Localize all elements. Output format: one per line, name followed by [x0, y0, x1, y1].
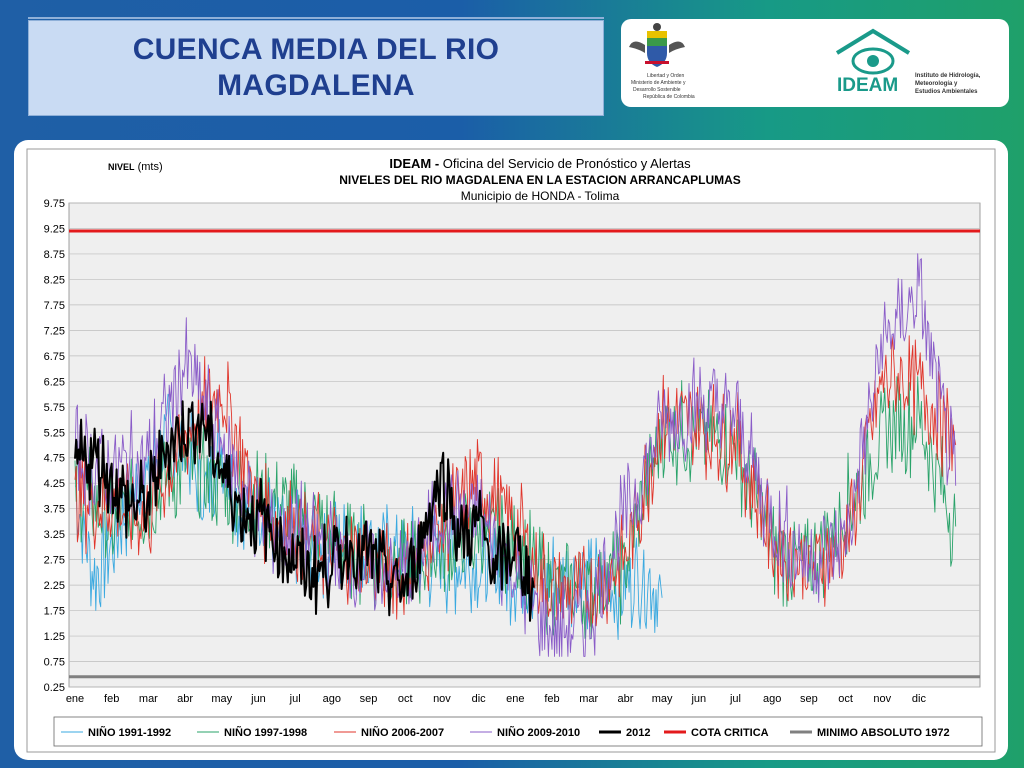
series-line-y2012 [74, 400, 535, 622]
legend-label-nino_1997: NIÑO 1997-1998 [224, 726, 307, 739]
y-axis-label-bold: NIVEL [108, 162, 135, 172]
series-layer [69, 229, 980, 679]
x-tick-label: abr [177, 693, 193, 705]
y-tick-label: 3.75 [44, 504, 65, 516]
y-tick-label: 2.25 [44, 580, 65, 592]
chart-card: IDEAM - Oficina del Servicio de Pronósti… [14, 140, 1008, 760]
x-tick-label: oct [398, 693, 413, 705]
ministry-line-4: República de Colombia [643, 94, 695, 100]
x-tick-label: ago [763, 693, 781, 705]
y-tick-label: 8.75 [44, 249, 65, 261]
y-tick-label: 0.75 [44, 657, 65, 669]
ideam-logo-icon [835, 28, 911, 75]
y-tick-label: 9.25 [44, 223, 65, 235]
x-tick-label: oct [838, 693, 853, 705]
y-tick-label: 2.75 [44, 555, 65, 567]
ministry-line-3: Desarrollo Sostenible [633, 87, 681, 93]
x-tick-label: feb [104, 693, 119, 705]
legend-label-y2012: 2012 [626, 727, 650, 739]
series-line-nino_1997 [74, 376, 957, 640]
legend-label-nino_2006: NIÑO 2006-2007 [361, 726, 444, 739]
y-tick-label: 9.75 [44, 198, 65, 210]
legend-label-minimo: MINIMO ABSOLUTO 1972 [817, 727, 950, 739]
y-tick-label: 7.75 [44, 300, 65, 312]
ministry-line-1: Libertad y Orden [647, 73, 684, 79]
legend-label-nino_2009: NIÑO 2009-2010 [497, 726, 580, 739]
y-axis-label: NIVEL (mts) [108, 161, 163, 173]
y-tick-label: 6.25 [44, 376, 65, 388]
y-tick-label: 7.25 [44, 325, 65, 337]
chart-title-org: IDEAM - [389, 156, 439, 171]
y-tick-label: 4.25 [44, 478, 65, 490]
ideam-line-3: Estudios Ambientales [915, 89, 978, 95]
chart-title: IDEAM - Oficina del Servicio de Pronósti… [389, 156, 691, 171]
ministry-line-2: Ministerio de Ambiente y [631, 80, 686, 86]
y-ticks: 9.75 9.25 8.75 8.25 7.75 7.25 6.75 6.25 5.75 5.25… [44, 198, 65, 694]
colombia-coat-of-arms-icon [629, 23, 685, 67]
y-tick-label: 5.75 [44, 402, 65, 414]
y-tick-label: 4.75 [44, 453, 65, 465]
x-tick-label: jul [289, 693, 301, 705]
x-tick-label: jun [690, 693, 706, 705]
title-divider [28, 17, 604, 19]
logos-svg: Libertad y Orden Ministerio de Ambiente … [629, 23, 981, 100]
slide-title-line1: CUENCA MEDIA DEL RIO [132, 33, 500, 66]
legend-label-cota: COTA CRITICA [691, 727, 769, 739]
y-axis-label-rest: (mts) [135, 161, 163, 173]
x-tick-label: ago [323, 693, 341, 705]
chart-title2: NIVELES DEL RIO MAGDALENA EN LA ESTACION… [339, 173, 741, 187]
chart-svg: IDEAM - Oficina del Servicio de Pronósti… [26, 148, 996, 753]
x-tick-label: jul [729, 693, 741, 705]
x-tick-label: jun [250, 693, 266, 705]
ideam-line-2: Meteorología y [915, 81, 958, 87]
x-tick-label: sep [360, 693, 378, 705]
y-tick-label: 1.75 [44, 606, 65, 618]
x-tick-label: feb [544, 693, 559, 705]
y-tick-label: 5.25 [44, 427, 65, 439]
y-tick-label: 0.25 [44, 682, 65, 694]
ideam-name: IDEAM [837, 75, 898, 96]
x-ticks: ene feb mar abr may jun jul ago sep oct nov dic ene f… [66, 693, 927, 705]
y-tick-label: 3.25 [44, 529, 65, 541]
x-tick-label: ene [506, 693, 524, 705]
x-tick-label: may [652, 693, 673, 705]
slide-title: CUENCA MEDIA DEL RIO MAGDALENA [28, 20, 604, 116]
y-tick-label: 8.25 [44, 274, 65, 286]
legend: NIÑO 1991-1992 NIÑO 1997-1998 NIÑO 2006-20… [61, 726, 950, 739]
series-line-nino_2009 [74, 253, 957, 657]
y-tick-label: 6.75 [44, 351, 65, 363]
x-tick-label: ene [66, 693, 84, 705]
x-tick-label: dic [912, 693, 927, 705]
legend-label-nino_1991: NIÑO 1991-1992 [88, 726, 171, 739]
chart-title-rest: Oficina del Servicio de Pronóstico y Ale… [439, 156, 691, 171]
y-tick-label: 1.25 [44, 631, 65, 643]
x-tick-label: may [211, 693, 232, 705]
ideam-line-1: Instituto de Hidrología, [915, 73, 981, 79]
x-tick-label: dic [472, 693, 487, 705]
x-tick-label: mar [139, 693, 158, 705]
x-tick-label: mar [579, 693, 598, 705]
x-tick-label: nov [433, 693, 451, 705]
chart-subtitle: Municipio de HONDA - Tolima [461, 189, 620, 203]
x-tick-label: nov [873, 693, 891, 705]
x-tick-label: abr [617, 693, 633, 705]
logo-panel: Libertad y Orden Ministerio de Ambiente … [621, 19, 1009, 107]
x-tick-label: sep [800, 693, 818, 705]
slide-title-line2: MAGDALENA [217, 69, 415, 102]
